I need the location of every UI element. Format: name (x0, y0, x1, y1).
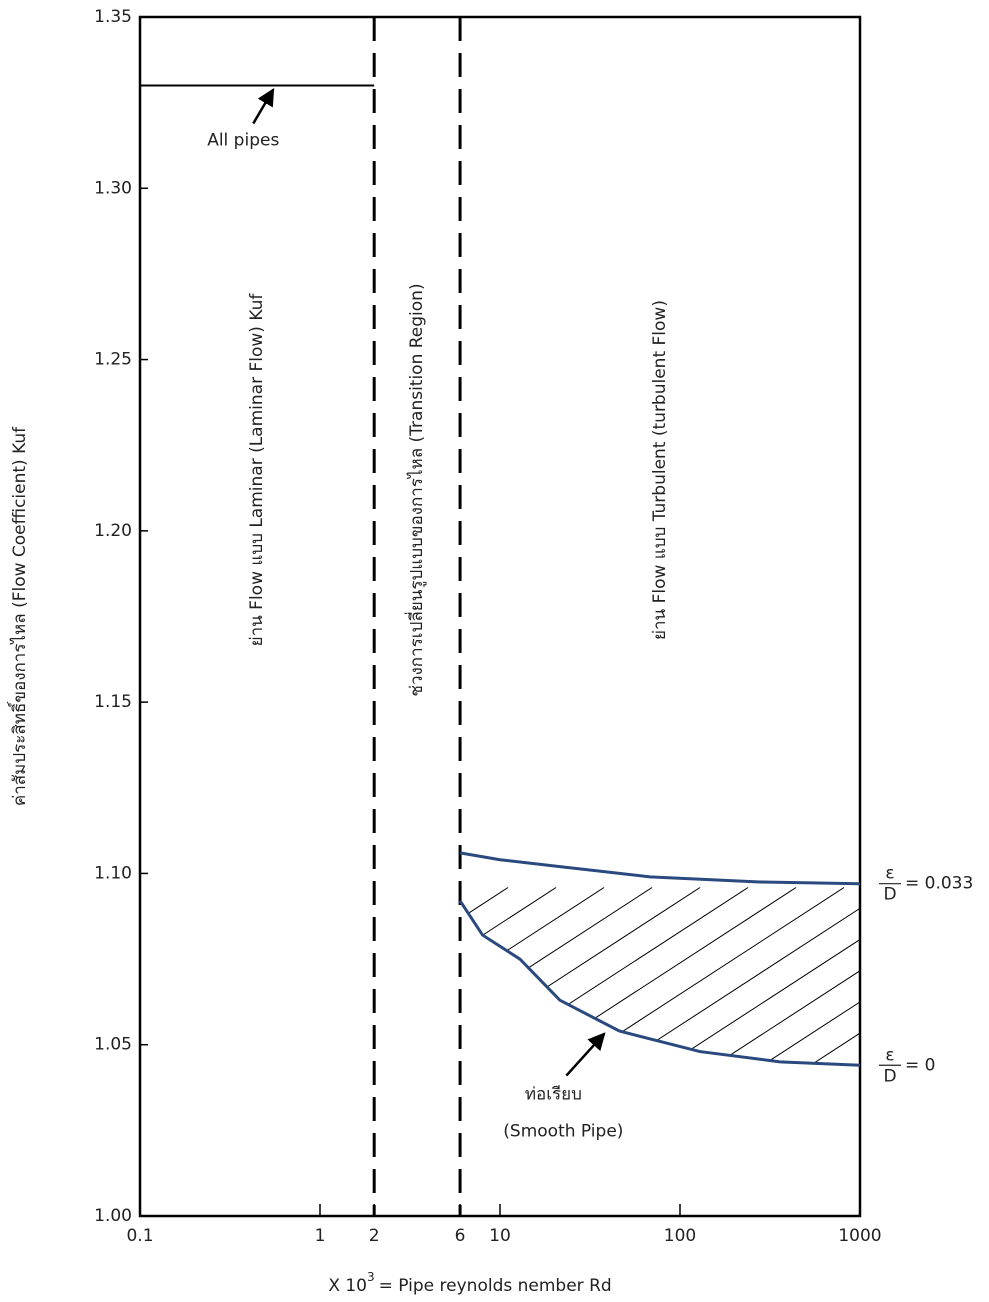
series-line (460, 853, 860, 884)
annotation: (Smooth Pipe) (503, 1122, 623, 1142)
x-tick-label: 6 (455, 1226, 466, 1246)
hatch-line (108, 887, 508, 1147)
y-tick-label: 1.25 (94, 350, 132, 370)
x-label-base: X 10 (328, 1276, 367, 1296)
x-tick-label: 1000 (838, 1226, 881, 1246)
hatch-line (492, 887, 892, 1147)
y-tick-label: 1.00 (94, 1206, 132, 1226)
y-tick-label: 1.35 (94, 7, 132, 27)
hatch-line (540, 887, 940, 1147)
x-tick-label: 10 (489, 1226, 511, 1246)
y-axis-label: ค่าสัมประสิทธิ์ของการไหล (Flow Coefficie… (7, 426, 30, 806)
curve-label-text: = 0.033 (905, 874, 973, 894)
curve-label-num: ε (885, 864, 894, 884)
annotation: ท่อเรียบ (525, 1085, 582, 1105)
x-label-sup: 3 (367, 1270, 375, 1284)
hatch-line (876, 887, 989, 1147)
x-tick-label: 100 (664, 1226, 696, 1246)
region-label: ช่วงการเปลี่ยนรูปแบบของการไหล (Transitio… (404, 283, 427, 696)
x-axis-label: X 103 = Pipe reynolds nember Rd (328, 1270, 611, 1297)
curve-label-den: D (883, 885, 896, 905)
region-label: ย่าน Flow แบบ Turbulent (turbulent Flow) (650, 300, 670, 640)
hatch-line (588, 887, 988, 1147)
region-label: ย่าน Flow แบบ Laminar (Laminar Flow) Kuf (247, 293, 267, 647)
annotation: All pipes (207, 131, 279, 151)
x-label-text: = Pipe reynolds nember Rd (379, 1276, 612, 1296)
y-tick-label: 1.15 (94, 692, 132, 712)
hatching (60, 887, 989, 1147)
curve-label-den: D (883, 1066, 896, 1086)
hatch-line (924, 887, 989, 1147)
x-tick-label: 2 (369, 1226, 380, 1246)
hatch-line (444, 887, 844, 1147)
x-tick-label: 1 (315, 1226, 326, 1246)
hatch-line (828, 887, 989, 1147)
y-tick-label: 1.30 (94, 178, 132, 198)
y-tick-label: 1.05 (94, 1035, 132, 1055)
chart: 1.00 1.05 1.10 1.15 1.20 1.25 1.30 1.35 0.1 1 2 6 10… (0, 0, 989, 1302)
y-tick-label: 1.10 (94, 863, 132, 883)
curve-label-text: = 0 (905, 1055, 935, 1075)
hatch-line (636, 887, 989, 1147)
hatch-line (60, 887, 460, 1147)
annotation-arrow (566, 1034, 604, 1076)
hatch-line (780, 887, 989, 1147)
annotation-arrow (253, 90, 273, 124)
curve-label-num: ε (885, 1045, 894, 1065)
y-tick-label: 1.20 (94, 521, 132, 541)
hatch-line (300, 887, 700, 1147)
x-tick-label: 0.1 (126, 1226, 153, 1246)
hatch-line (204, 887, 604, 1147)
hatch-line (348, 887, 748, 1147)
hatch-line (156, 887, 556, 1147)
